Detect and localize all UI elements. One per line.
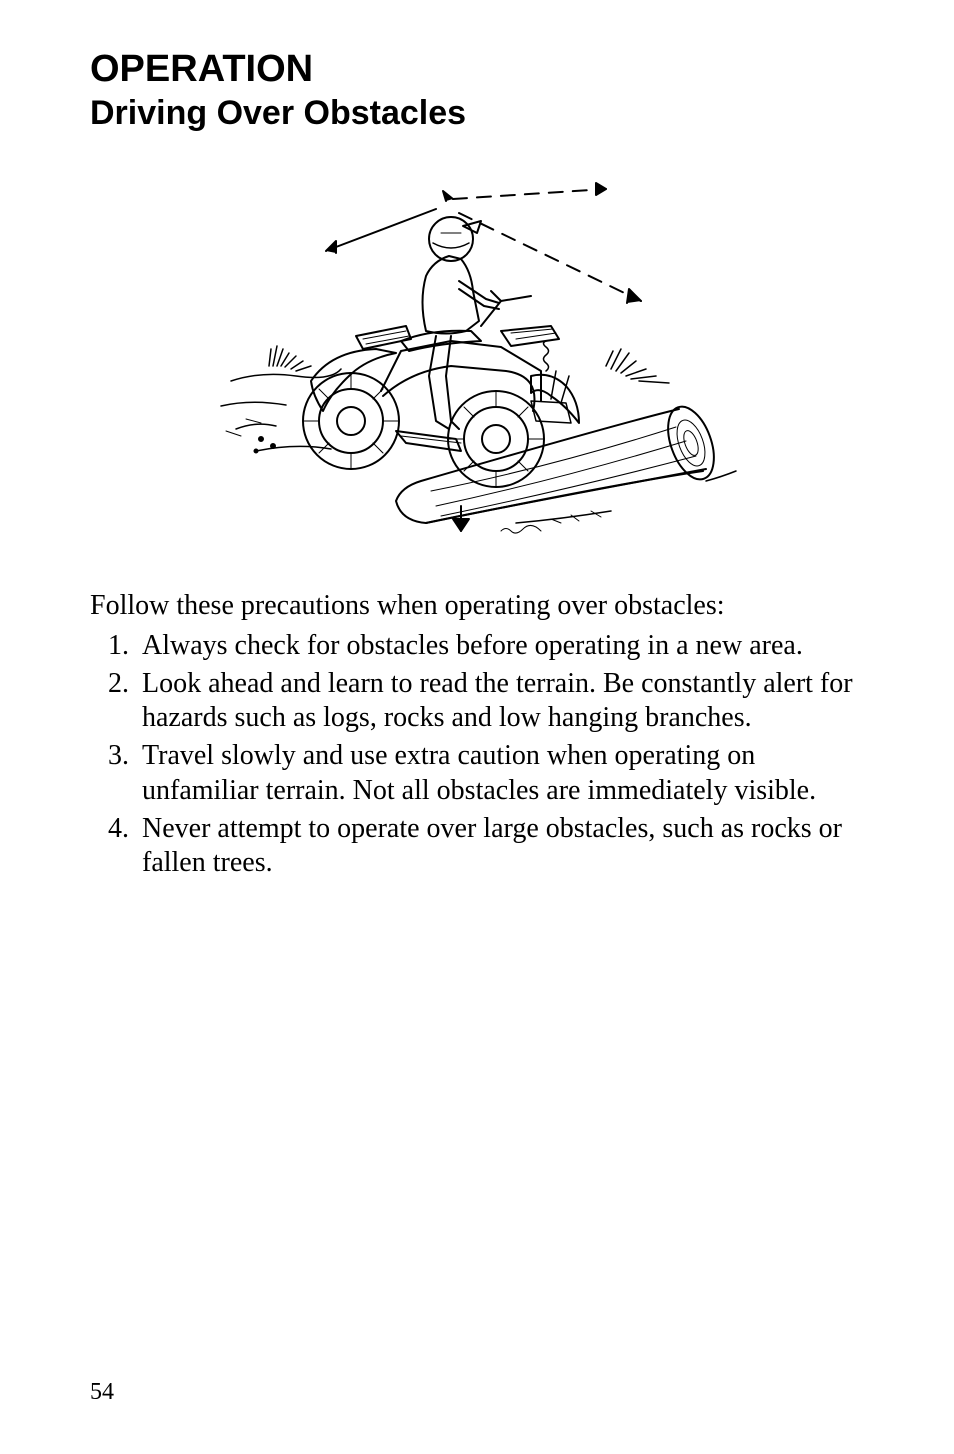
step-item-1: Always check for obstacles before operat…	[136, 629, 872, 663]
illustration-container	[90, 171, 872, 551]
step-item-3: Travel slowly and use extra caution when…	[136, 739, 872, 807]
page-number: 54	[90, 1379, 114, 1406]
steps-list: Always check for obstacles before operat…	[90, 629, 872, 880]
atv-obstacle-illustration	[201, 171, 761, 551]
step-item-4: Never attempt to operate over large obst…	[136, 812, 872, 880]
intro-paragraph: Follow these precautions when operating …	[90, 589, 872, 623]
heading-subtitle: Driving Over Obstacles	[90, 94, 872, 133]
step-item-2: Look ahead and learn to read the terrain…	[136, 667, 872, 735]
page-container: OPERATION Driving Over Obstacles	[0, 0, 954, 1454]
heading-operation: OPERATION	[90, 48, 872, 92]
